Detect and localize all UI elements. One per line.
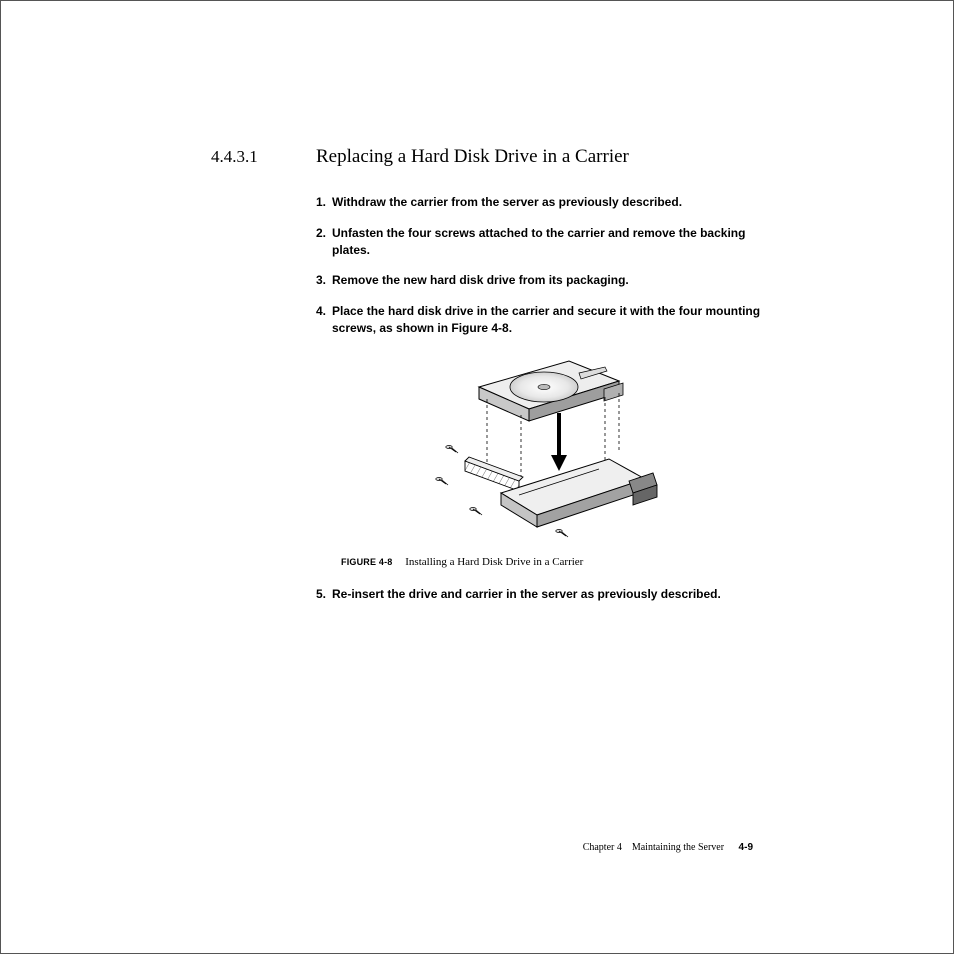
footer-title: Maintaining the Server: [632, 842, 724, 853]
step-text: Unfasten the four screws attached to the…: [332, 225, 761, 259]
step-3: 3. Remove the new hard disk drive from i…: [316, 272, 761, 289]
figure-caption: FIGURE 4-8 Installing a Hard Disk Drive …: [341, 556, 761, 568]
figure: [316, 351, 761, 546]
step-number: 4.: [316, 303, 332, 337]
step-4: 4. Place the hard disk drive in the carr…: [316, 303, 761, 337]
footer-chapter: Chapter 4: [583, 842, 622, 853]
step-number: 3.: [316, 272, 332, 289]
section-number: 4.4.3.1: [211, 147, 316, 167]
section-heading: 4.4.3.1 Replacing a Hard Disk Drive in a…: [211, 146, 761, 168]
carrier-tray: [501, 459, 657, 527]
step-text: Remove the new hard disk drive from its …: [332, 272, 761, 289]
step-text: Withdraw the carrier from the server as …: [332, 194, 761, 211]
insert-arrow-icon: [551, 413, 567, 471]
page-footer: Chapter 4 Maintaining the Server 4-9: [583, 842, 753, 853]
figure-label: FIGURE 4-8: [341, 557, 393, 567]
step-5: 5. Re-insert the drive and carrier in th…: [316, 586, 761, 603]
backing-plate-left: [465, 457, 523, 491]
figure-caption-text: Installing a Hard Disk Drive in a Carrie…: [405, 556, 583, 568]
steps-list-cont: 5. Re-insert the drive and carrier in th…: [316, 586, 761, 603]
step-1: 1. Withdraw the carrier from the server …: [316, 194, 761, 211]
hdd-body: [479, 361, 623, 421]
hdd-carrier-illustration: [409, 351, 669, 546]
page: 4.4.3.1 Replacing a Hard Disk Drive in a…: [0, 0, 954, 954]
step-2: 2. Unfasten the four screws attached to …: [316, 225, 761, 259]
footer-page-number: 4-9: [739, 842, 753, 853]
step-number: 5.: [316, 586, 332, 603]
section-title: Replacing a Hard Disk Drive in a Carrier: [316, 146, 629, 168]
steps-list: 1. Withdraw the carrier from the server …: [316, 194, 761, 337]
step-text: Re-insert the drive and carrier in the s…: [332, 586, 761, 603]
step-number: 1.: [316, 194, 332, 211]
content-block: 4.4.3.1 Replacing a Hard Disk Drive in a…: [211, 146, 761, 617]
step-text: Place the hard disk drive in the carrier…: [332, 303, 761, 337]
step-number: 2.: [316, 225, 332, 259]
